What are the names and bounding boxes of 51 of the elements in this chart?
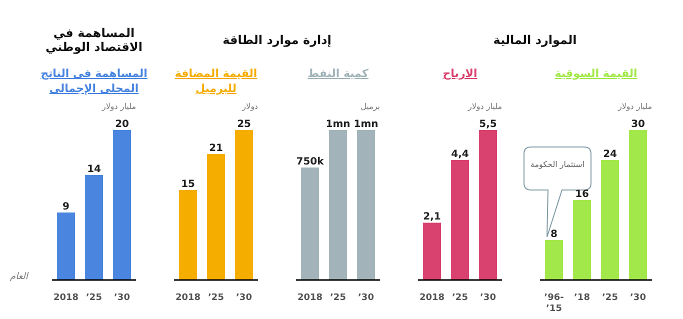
chart-subtitle: القيمة المضافة للبرميل: [174, 67, 258, 95]
data-label: 2,1: [423, 212, 441, 223]
x-tick-label: ’25: [602, 293, 618, 303]
data-label: 8: [550, 229, 558, 240]
data-label: 4,4: [451, 149, 469, 160]
y-axis-title: مليار دولار: [102, 102, 136, 111]
annotation: استثمار الحكومة: [530, 160, 585, 169]
y-axis-title: دولار: [242, 102, 258, 111]
y-axis-title: مليار دولار: [618, 102, 652, 111]
x-tick-label: 2018: [297, 293, 323, 303]
x-tick-label: 2018: [419, 293, 445, 303]
data-label: 21: [209, 143, 224, 154]
data-label: 16: [575, 189, 590, 200]
x-tick-label: ’30: [480, 293, 496, 303]
chart-subtitle: القيمة السوقية: [554, 67, 638, 80]
chart-title: المساهمة في الاقتصاد الوطني: [44, 26, 144, 54]
x-tick-label: ’25: [208, 293, 224, 303]
data-label: 30: [631, 119, 646, 130]
chart-title: إدارة موارد الطاقة: [222, 33, 332, 47]
data-label: 24: [603, 149, 618, 160]
x-tick-label: ’30: [358, 293, 374, 303]
data-label: 5,5: [479, 119, 497, 130]
data-label: 25: [237, 119, 252, 130]
data-label: 750k: [296, 156, 324, 168]
x-tick-label: 2018: [53, 293, 79, 303]
x-tick-label: ’25: [86, 293, 102, 303]
bar: [573, 200, 592, 280]
data-label: 9: [62, 202, 70, 212]
y-axis-title: مليار دولار: [468, 102, 502, 111]
data-label: 1mn: [326, 119, 350, 130]
x-tick-label: ’96-’15: [544, 293, 564, 314]
x-tick-label: ’30: [114, 293, 130, 303]
chart-subtitle: كمية النفط: [308, 67, 368, 80]
bar: [545, 240, 564, 280]
x-tick-label: ’25: [452, 293, 468, 303]
x-tick-label: ’18: [574, 293, 590, 303]
x-tick-label: ’30: [630, 293, 646, 303]
x-tick-label: ’30: [236, 293, 252, 303]
bar: [629, 130, 648, 280]
y-axis-title: برميل: [360, 102, 380, 111]
chart-subtitle: المساهمة فى الناتج المحلى الإجمالى: [40, 67, 148, 95]
x-axis-title: العام: [10, 272, 28, 282]
chart-subtitle: الارباح: [442, 67, 478, 80]
data-label: 20: [115, 119, 130, 130]
data-label: 14: [87, 164, 102, 175]
bar: [601, 160, 620, 280]
x-tick-label: ’25: [330, 293, 346, 303]
data-label: 15: [181, 179, 196, 190]
text: الموارد المالية: [493, 33, 577, 47]
x-tick-label: 2018: [175, 293, 201, 303]
data-label: 1mn: [354, 119, 378, 130]
